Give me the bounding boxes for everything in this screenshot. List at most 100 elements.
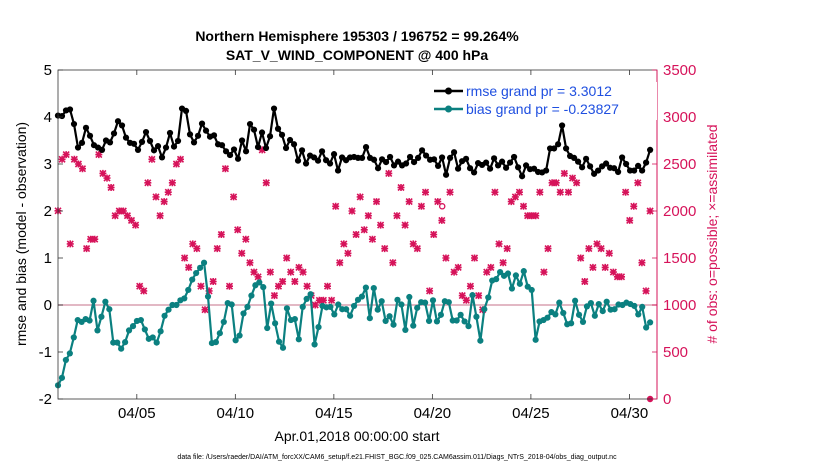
bias-point	[141, 326, 148, 333]
obs-marker	[568, 174, 577, 182]
obs-marker	[401, 221, 409, 229]
obs-marker-glyph	[642, 287, 650, 295]
y-tick-label-left: 1	[44, 250, 52, 267]
obs-marker-glyph	[372, 198, 381, 206]
obs-marker	[397, 183, 405, 192]
obs-marker	[622, 188, 630, 196]
rmse-point	[562, 145, 570, 152]
obs-marker	[242, 235, 250, 243]
obs-marker-glyph	[209, 277, 217, 286]
obs-marker	[238, 249, 246, 257]
obs-marker-glyph	[221, 165, 229, 173]
obs-marker-glyph	[413, 245, 421, 253]
obs-marker	[140, 287, 148, 295]
bias-point	[366, 315, 373, 322]
obs-marker	[303, 282, 311, 290]
obs-marker	[185, 263, 193, 271]
rmse-point	[490, 155, 498, 162]
bias-point	[370, 284, 377, 292]
obs-marker-glyph	[344, 249, 352, 257]
bias-point	[433, 318, 441, 325]
obs-marker	[144, 179, 152, 187]
rmse-point	[78, 139, 86, 146]
obs-marker-glyph	[503, 245, 511, 253]
obs-marker-glyph	[193, 245, 201, 253]
rmse-point	[330, 151, 338, 158]
rmse-point	[114, 118, 122, 125]
rmse-point	[610, 165, 618, 172]
bias-point	[465, 323, 472, 330]
rmse-point	[498, 158, 506, 165]
y-tick-label-right: 2500	[663, 156, 696, 173]
obs-marker-glyph	[368, 235, 376, 243]
obs-marker	[381, 245, 389, 253]
y-tick-label-left: 2	[44, 203, 52, 220]
bias-point	[260, 284, 267, 291]
obs-marker	[78, 165, 87, 173]
bias-point	[390, 321, 397, 328]
bias-point	[220, 318, 227, 326]
bias-point	[528, 286, 535, 294]
obs-marker-glyph	[638, 259, 646, 267]
bias-point	[516, 280, 523, 287]
obs-marker-glyph	[323, 282, 332, 290]
bias-point	[591, 312, 598, 319]
obs-marker	[617, 273, 626, 281]
obs-marker	[258, 146, 266, 154]
bias-point	[575, 311, 583, 318]
rmse-point	[618, 154, 626, 161]
obs-marker-glyph	[185, 263, 193, 271]
rmse-point	[286, 136, 294, 144]
bias-point	[568, 320, 575, 327]
bias-point	[106, 306, 113, 313]
rmse-point	[358, 154, 366, 161]
obs-marker	[528, 212, 536, 220]
bias-point	[149, 334, 156, 341]
rmse-point	[70, 120, 78, 128]
obs-marker-glyph	[360, 226, 368, 234]
obs-marker	[225, 282, 234, 290]
bias-point	[406, 293, 413, 301]
obs-marker	[385, 169, 393, 177]
rmse-point	[482, 159, 490, 166]
x-tick-label: 04/10	[217, 405, 255, 422]
y-tick-label-left: 5	[44, 62, 52, 79]
bias-point	[461, 318, 468, 325]
obs-marker	[360, 226, 368, 234]
obs-marker	[495, 240, 503, 248]
rmse-point	[86, 132, 94, 139]
bias-point	[350, 302, 358, 310]
obs-marker-glyph	[605, 249, 613, 257]
rmse-point	[643, 159, 650, 166]
obs-marker	[405, 198, 413, 206]
rmse-point	[298, 147, 306, 154]
rmse-point	[282, 144, 290, 152]
bias-point	[114, 339, 121, 346]
y-axis-label-right: # of obs: o=possible; ×=assimilated	[704, 124, 720, 343]
obs-marker-glyph	[258, 146, 266, 154]
obs-marker-glyph	[295, 263, 303, 271]
obs-marker-glyph	[581, 277, 589, 286]
obs-marker-glyph	[340, 240, 348, 248]
rmse-point	[278, 131, 286, 138]
bias-point	[347, 312, 354, 319]
obs-marker-glyph	[332, 202, 340, 210]
rmse-point	[242, 148, 250, 155]
obs-marker-glyph	[315, 296, 323, 304]
bias-point	[58, 374, 66, 381]
obs-marker-glyph	[119, 207, 127, 215]
bias-point	[264, 324, 271, 332]
rmse-point	[66, 106, 74, 113]
bias-point	[66, 350, 73, 357]
obs-marker-glyph	[58, 155, 66, 163]
rmse-point	[122, 134, 130, 141]
bias-point	[244, 303, 251, 310]
rmse-point	[406, 153, 414, 161]
rmse-point	[146, 137, 154, 145]
obs-marker-glyph	[107, 183, 115, 192]
rmse-point	[170, 143, 178, 150]
rmse-point	[635, 162, 642, 169]
bias-point	[457, 311, 464, 318]
obs-marker-glyph	[356, 193, 364, 201]
